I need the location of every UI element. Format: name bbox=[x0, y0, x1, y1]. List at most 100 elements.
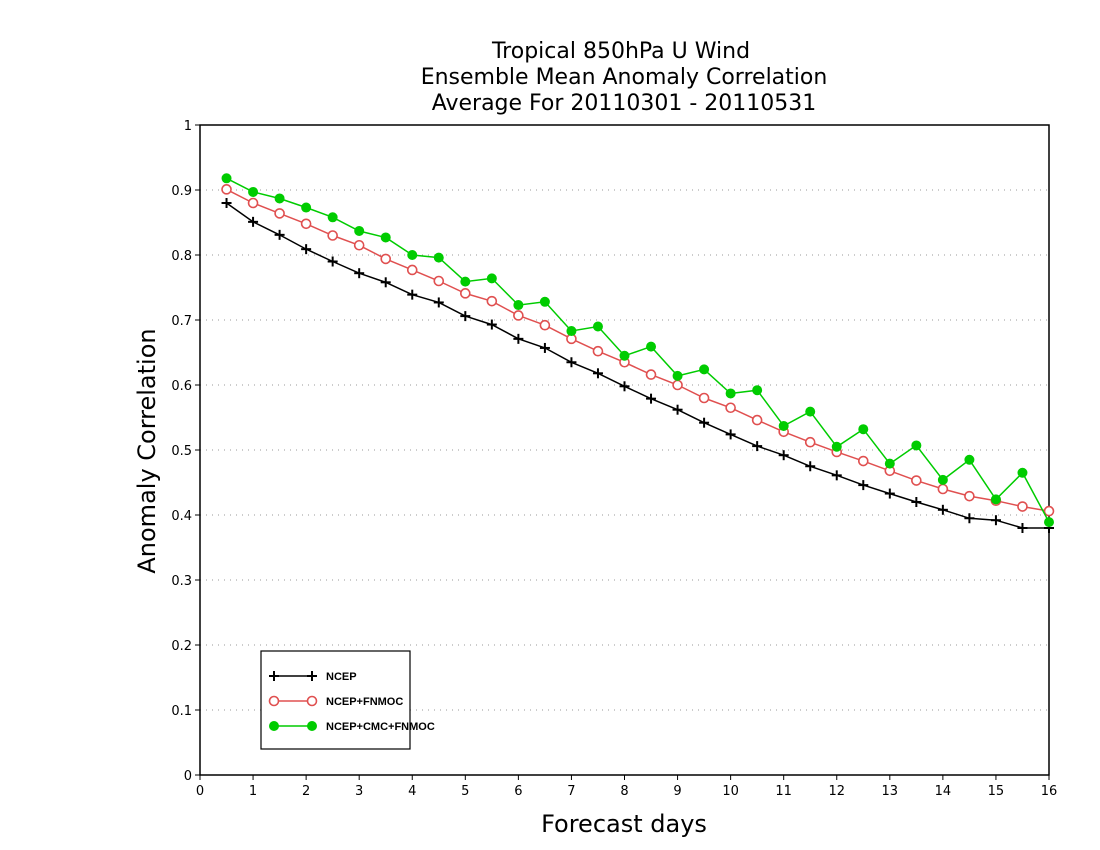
legend-marker bbox=[269, 721, 279, 731]
y-tick-label: 0.9 bbox=[171, 184, 192, 199]
legend-label: NCEP+CMC+FNMOC bbox=[326, 721, 435, 733]
data-point bbox=[486, 273, 497, 284]
legend-marker bbox=[307, 721, 317, 731]
data-point bbox=[460, 288, 471, 299]
x-tick-label: 1 bbox=[249, 784, 257, 799]
x-tick-label: 5 bbox=[461, 784, 469, 799]
data-point bbox=[964, 454, 975, 465]
legend-label: NCEP+FNMOC bbox=[326, 696, 403, 708]
x-tick-label: 4 bbox=[408, 784, 416, 799]
data-point bbox=[433, 252, 444, 263]
data-point bbox=[752, 385, 763, 396]
data-point bbox=[513, 310, 524, 321]
data-point bbox=[274, 229, 285, 240]
data-point bbox=[751, 414, 763, 426]
data-point bbox=[327, 212, 338, 223]
data-point bbox=[380, 277, 391, 288]
data-point bbox=[1017, 467, 1028, 478]
y-tick-label: 0.2 bbox=[171, 639, 192, 654]
data-point bbox=[301, 202, 312, 213]
data-point bbox=[327, 230, 338, 241]
data-point bbox=[911, 475, 922, 486]
y-tick-label: 0.1 bbox=[171, 704, 192, 719]
data-point bbox=[937, 483, 949, 495]
data-point bbox=[354, 268, 365, 279]
x-tick-label: 12 bbox=[828, 784, 845, 799]
data-point bbox=[990, 515, 1001, 526]
x-tick-label: 10 bbox=[722, 784, 739, 799]
data-point bbox=[672, 370, 683, 381]
data-point bbox=[672, 379, 683, 391]
legend-marker bbox=[306, 695, 318, 707]
y-tick-label: 0.8 bbox=[171, 249, 192, 264]
x-tick-label: 9 bbox=[673, 784, 681, 799]
data-point bbox=[646, 393, 657, 404]
series-1 bbox=[221, 198, 1054, 533]
data-point bbox=[1043, 505, 1055, 517]
legend-item: NCEP+CMC+FNMOC bbox=[269, 721, 435, 733]
data-point bbox=[699, 364, 710, 375]
y-tick-label: 0.7 bbox=[171, 314, 192, 329]
data-point bbox=[247, 197, 259, 209]
data-point bbox=[831, 470, 842, 481]
data-point bbox=[539, 319, 551, 331]
series-line bbox=[226, 177, 1050, 523]
data-point bbox=[566, 357, 577, 368]
data-point bbox=[619, 350, 630, 361]
x-axis: 0 1 2 3 4 5 6 7 8 9 10 11 12 13 14 15 16 bbox=[196, 775, 1057, 799]
data-point bbox=[460, 311, 471, 322]
data-point bbox=[645, 369, 657, 380]
legend-marker bbox=[307, 671, 317, 681]
data-point bbox=[752, 441, 763, 452]
data-point bbox=[1017, 523, 1028, 533]
legend-marker bbox=[269, 671, 279, 681]
x-tick-label: 14 bbox=[935, 784, 952, 799]
data-point bbox=[699, 417, 710, 428]
x-tick-label: 8 bbox=[620, 784, 628, 799]
y-tick-label: 0.3 bbox=[171, 574, 192, 589]
data-point bbox=[1044, 517, 1054, 528]
data-point bbox=[646, 341, 657, 352]
data-point bbox=[964, 490, 975, 502]
data-point bbox=[486, 319, 497, 330]
x-tick-label: 11 bbox=[775, 784, 792, 799]
y-tick-label: 0.5 bbox=[171, 444, 192, 459]
data-point bbox=[248, 216, 259, 227]
data-point bbox=[460, 276, 471, 287]
data-point bbox=[433, 275, 445, 287]
data-point bbox=[274, 193, 285, 204]
title-line-3: Average For 20110301 - 20110531 bbox=[432, 91, 817, 116]
data-point bbox=[539, 296, 550, 307]
data-point bbox=[539, 342, 550, 353]
data-point bbox=[407, 289, 418, 300]
data-point bbox=[805, 406, 816, 417]
chart-title: Tropical 850hPa U Wind Ensemble Mean Ano… bbox=[421, 39, 828, 116]
x-tick-label: 13 bbox=[882, 784, 899, 799]
legend-label: NCEP bbox=[326, 671, 357, 683]
x-tick-label: 15 bbox=[988, 784, 1005, 799]
data-point bbox=[221, 173, 232, 184]
y-axis-label: Anomaly Correlation bbox=[133, 328, 161, 573]
data-point bbox=[513, 333, 524, 344]
data-point bbox=[672, 404, 683, 415]
data-point bbox=[937, 474, 948, 485]
x-tick-label: 0 bbox=[196, 784, 204, 799]
data-point bbox=[831, 441, 842, 452]
data-point bbox=[353, 239, 365, 251]
data-point bbox=[804, 436, 816, 448]
title-line-1: Tropical 850hPa U Wind bbox=[491, 39, 750, 64]
data-point bbox=[805, 461, 816, 472]
data-point bbox=[248, 186, 259, 197]
data-point bbox=[857, 455, 869, 467]
data-point bbox=[725, 429, 736, 440]
data-point bbox=[937, 504, 948, 515]
data-point bbox=[221, 198, 232, 208]
y-tick-label: 0 bbox=[184, 769, 192, 784]
data-point bbox=[858, 480, 869, 491]
y-axis: 0 0.1 0.2 0.3 0.4 0.5 0.6 0.7 0.8 0.9 1 bbox=[171, 119, 200, 784]
series-line bbox=[226, 188, 1050, 512]
data-point bbox=[407, 250, 418, 260]
data-point bbox=[486, 295, 498, 307]
